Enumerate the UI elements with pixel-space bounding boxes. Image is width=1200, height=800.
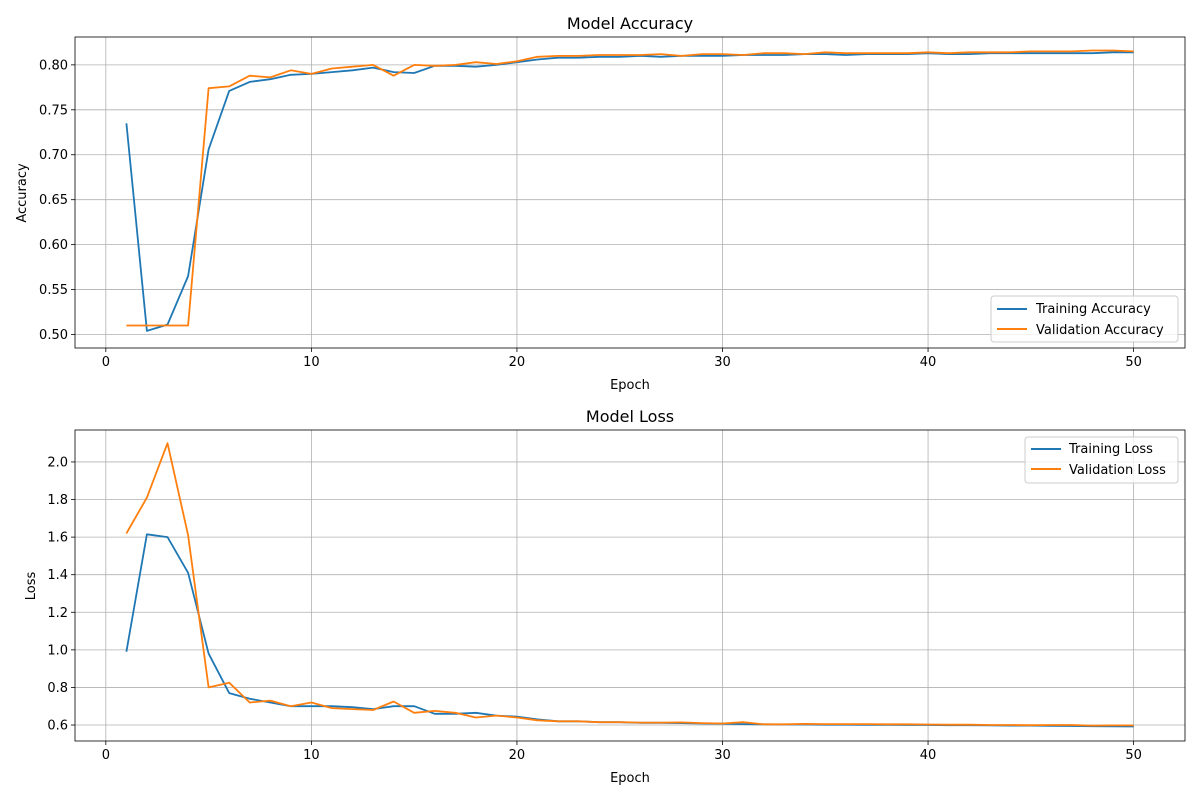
accuracy-x-axis-label: Epoch <box>610 378 650 393</box>
accuracy-x-tick-label: 30 <box>714 355 731 370</box>
accuracy-axes-frame <box>74 36 1186 349</box>
loss-y-tick-label: 1.6 <box>47 531 68 546</box>
loss-x-tick-label: 50 <box>1125 748 1142 763</box>
loss-y-tick-label: 2.0 <box>47 455 68 470</box>
loss-legend-frame <box>1024 436 1179 484</box>
accuracy-y-tick-label: 0.70 <box>39 148 68 163</box>
loss-legend-label-validation: Validation Loss <box>1069 463 1166 478</box>
accuracy-legend-frame <box>990 295 1179 343</box>
loss-y-tick-label: 1.8 <box>47 493 68 508</box>
accuracy-legend-label-training: Training Accuracy <box>1035 302 1151 317</box>
accuracy-series-training-accuracy-line <box>125 51 1134 332</box>
loss-series-validation-loss-line <box>125 442 1134 727</box>
accuracy-y-tick-label: 0.65 <box>39 193 68 208</box>
loss-legend-label-training: Training Loss <box>1068 442 1153 457</box>
accuracy-y-tick-label: 0.80 <box>39 58 68 73</box>
loss-subplot: Model Loss 0 10 20 30 40 50 0.6 0.8 1.0 1.2 1.4 1.6… <box>24 407 1186 786</box>
loss-y-tick-label: 1.2 <box>47 606 68 621</box>
accuracy-plot-area: 0 10 20 30 40 50 0.50 0.55 0.60 0.65 0.70 0.75 0.80 <box>39 36 1186 370</box>
loss-x-tick-label: 20 <box>509 748 526 763</box>
loss-x-tick-label: 0 <box>102 748 110 763</box>
loss-legend: Training Loss Validation Loss <box>1024 436 1179 484</box>
loss-chart-title: Model Loss <box>586 407 674 426</box>
accuracy-legend: Training Accuracy Validation Accuracy <box>990 295 1179 343</box>
accuracy-y-tick-label: 0.55 <box>39 283 68 298</box>
accuracy-y-tick-label: 0.75 <box>39 103 68 118</box>
accuracy-y-axis-label: Accuracy <box>15 163 30 223</box>
accuracy-x-tick-label: 20 <box>509 355 526 370</box>
accuracy-y-tick-label: 0.60 <box>39 238 68 253</box>
loss-y-tick-label: 1.4 <box>47 568 68 583</box>
loss-x-axis-label: Epoch <box>610 771 650 786</box>
loss-x-tick-label: 10 <box>303 748 320 763</box>
accuracy-series-validation-accuracy-line <box>126 49 1134 327</box>
loss-y-tick-label: 1.0 <box>47 643 68 658</box>
loss-y-tick-label: 0.8 <box>47 681 68 696</box>
loss-x-tick-label: 40 <box>920 748 937 763</box>
loss-plot-area: 0 10 20 30 40 50 0.6 0.8 1.0 1.2 1.4 1.6 1.8 2.0 <box>47 429 1186 763</box>
loss-y-tick-label: 0.6 <box>47 719 68 734</box>
accuracy-y-tick-label: 0.50 <box>39 328 68 343</box>
accuracy-x-tick-label: 10 <box>303 355 320 370</box>
loss-axes-frame <box>74 429 1186 742</box>
loss-x-tick-label: 30 <box>714 748 731 763</box>
accuracy-x-tick-label: 50 <box>1125 355 1142 370</box>
accuracy-x-tick-label: 0 <box>102 355 110 370</box>
accuracy-subplot: Model Accuracy 0 10 20 30 40 50 0.50 0.55 0.60 0.… <box>15 14 1186 393</box>
accuracy-chart-title: Model Accuracy <box>567 14 693 33</box>
loss-y-axis-label: Loss <box>24 572 39 601</box>
accuracy-legend-label-validation: Validation Accuracy <box>1036 323 1164 338</box>
accuracy-x-tick-label: 40 <box>920 355 937 370</box>
